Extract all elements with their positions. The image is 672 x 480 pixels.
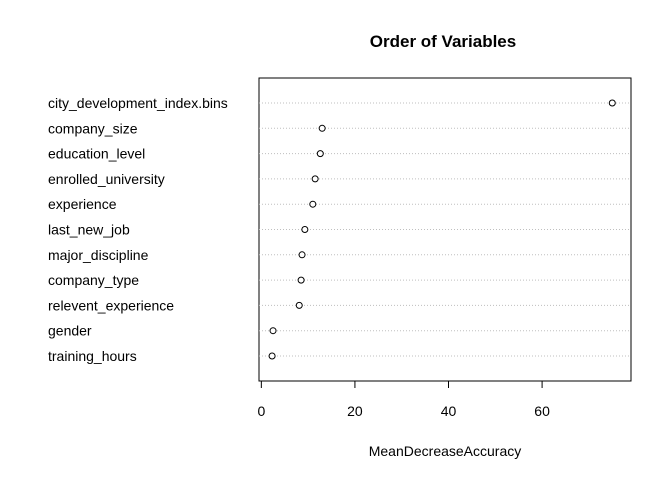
category-label: experience: [48, 196, 117, 212]
category-label: last_new_job: [48, 222, 130, 238]
category-label: company_type: [48, 272, 139, 288]
x-axis-label: MeanDecreaseAccuracy: [369, 443, 522, 459]
category-label: relevent_experience: [48, 297, 174, 313]
variable-row: major_discipline: [48, 247, 631, 263]
data-point: [297, 276, 305, 284]
data-point: [318, 124, 326, 132]
chart-title: Order of Variables: [370, 32, 516, 51]
data-point: [298, 251, 306, 259]
variable-row: company_type: [48, 272, 631, 288]
category-label: education_level: [48, 146, 145, 162]
x-tick-label: 0: [257, 403, 265, 419]
variable-row: company_size: [48, 120, 631, 136]
variable-row: city_development_index.bins: [48, 95, 631, 111]
category-label: enrolled_university: [48, 171, 165, 187]
variable-row: gender: [48, 323, 631, 339]
x-tick-label: 60: [534, 403, 550, 419]
category-label: company_size: [48, 120, 138, 136]
category-label: major_discipline: [48, 247, 149, 263]
variable-row: enrolled_university: [48, 171, 631, 187]
variable-row: education_level: [48, 146, 631, 162]
data-point: [295, 301, 303, 309]
x-tick-label: 20: [347, 403, 363, 419]
data-point: [311, 175, 319, 183]
category-label: city_development_index.bins: [48, 95, 228, 111]
data-point: [269, 327, 277, 335]
x-axis: 0 20 40 60: [257, 380, 550, 419]
variable-rows: city_development_index.bins company_sizee…: [48, 95, 631, 364]
variable-row: training_hours: [48, 348, 631, 364]
data-point: [316, 150, 324, 158]
variable-row: last_new_job: [48, 222, 631, 238]
variable-row: relevent_experience: [48, 297, 631, 313]
category-label: training_hours: [48, 348, 137, 364]
category-label: gender: [48, 323, 92, 339]
data-point: [268, 352, 276, 360]
variable-row: experience: [48, 196, 631, 212]
data-point: [309, 200, 317, 208]
data-point: [301, 226, 309, 233]
data-point: [608, 99, 616, 107]
x-tick-label: 40: [441, 403, 457, 419]
